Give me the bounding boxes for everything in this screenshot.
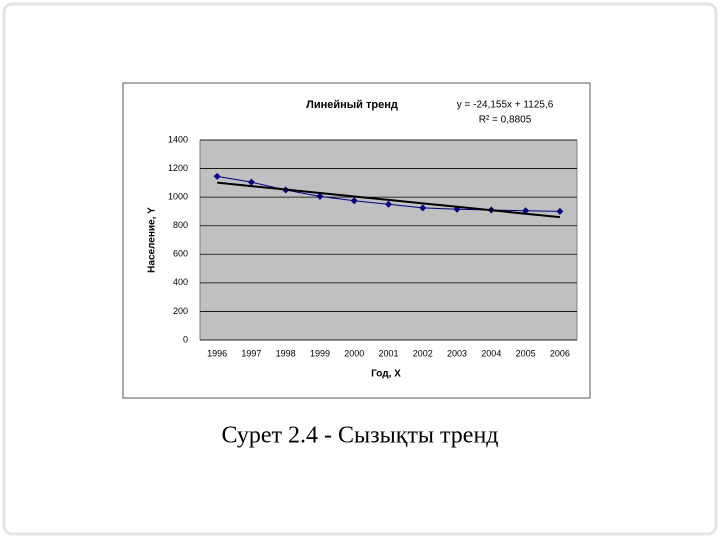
x-tick-label: 2000 — [344, 348, 364, 358]
x-tick-label: 1999 — [310, 348, 330, 358]
y-tick-label: 600 — [173, 249, 188, 259]
x-tick-label: 2004 — [481, 348, 501, 358]
marker — [556, 207, 564, 215]
marker — [247, 178, 255, 186]
y-tick-label: 800 — [173, 220, 188, 230]
x-tick-label: 1996 — [207, 348, 227, 358]
x-tick-label: 1998 — [276, 348, 296, 358]
x-tick-label: 2005 — [516, 348, 536, 358]
x-tick-label: 2003 — [447, 348, 467, 358]
x-tick-label: 2002 — [413, 348, 433, 358]
x-tick-label: 1997 — [241, 348, 261, 358]
y-tick-label: 1000 — [168, 192, 188, 202]
x-tick-label: 2006 — [550, 348, 570, 358]
y-tick-label: 0 — [183, 334, 188, 344]
y-tick-label: 1200 — [168, 163, 188, 173]
chart-title: Линейный тренд — [306, 99, 398, 111]
marker — [522, 207, 530, 215]
y-tick-label: 1400 — [168, 134, 188, 144]
y-tick-label: 400 — [173, 277, 188, 287]
marker — [419, 204, 427, 212]
r-squared: R² = 0,8805 — [479, 115, 532, 126]
y-axis-label: Население, Y — [147, 207, 158, 273]
x-tick-label: 2001 — [378, 348, 398, 358]
marker — [385, 200, 392, 208]
marker — [350, 197, 358, 205]
marker — [213, 172, 221, 180]
x-axis-label: Год, X — [371, 369, 401, 380]
trend-line — [217, 181, 560, 219]
equation: y = -24,155x + 1125,6 — [457, 100, 554, 111]
marker — [316, 192, 324, 200]
caption: Сурет 2.4 - Сызықты тренд — [221, 423, 498, 449]
y-tick-label: 200 — [173, 306, 188, 316]
plot-area — [199, 139, 578, 341]
